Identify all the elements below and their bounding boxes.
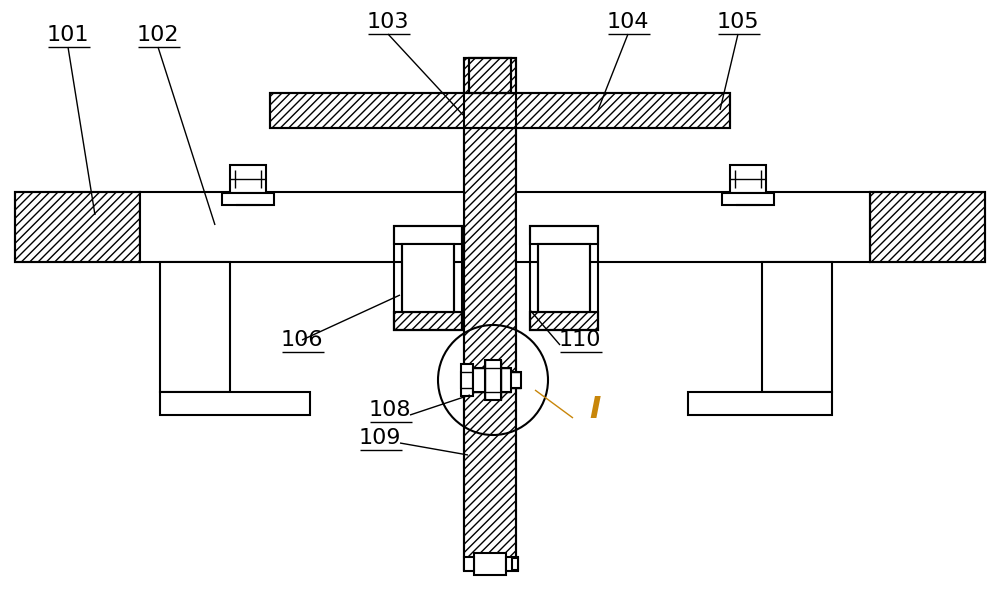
Bar	[473, 368, 511, 392]
Bar	[15, 192, 140, 262]
Bar	[461, 372, 521, 388]
Bar	[394, 312, 462, 330]
Text: 103: 103	[367, 12, 409, 32]
Bar	[270, 93, 730, 128]
Bar	[688, 392, 832, 415]
Text: 105: 105	[717, 12, 759, 32]
Bar	[722, 193, 774, 205]
Bar	[530, 226, 598, 330]
Bar	[870, 192, 985, 262]
Bar	[730, 165, 766, 193]
Text: 104: 104	[607, 12, 649, 32]
Bar	[538, 244, 590, 312]
Bar	[762, 262, 832, 392]
Bar	[469, 58, 511, 93]
Text: 110: 110	[559, 330, 601, 350]
Bar	[870, 192, 985, 262]
Bar	[530, 226, 598, 244]
Bar	[464, 58, 516, 570]
Bar	[394, 312, 462, 330]
Bar	[160, 262, 230, 392]
Text: 101: 101	[47, 25, 89, 45]
Bar	[230, 165, 266, 193]
Bar	[516, 192, 870, 262]
Text: 106: 106	[281, 330, 323, 350]
Text: 109: 109	[359, 428, 401, 448]
Bar	[530, 312, 598, 330]
Bar	[270, 93, 730, 128]
Bar	[474, 553, 506, 575]
Bar	[394, 226, 462, 244]
Bar	[15, 192, 140, 262]
Bar	[394, 226, 462, 330]
Text: I: I	[589, 395, 601, 424]
Bar	[469, 58, 511, 93]
Bar	[506, 557, 518, 571]
Bar	[222, 193, 274, 205]
Bar	[140, 192, 464, 262]
Bar	[512, 558, 518, 570]
Bar	[394, 226, 462, 244]
Text: 102: 102	[137, 25, 179, 45]
Bar	[464, 557, 474, 571]
Bar	[530, 312, 598, 330]
Text: 108: 108	[369, 400, 411, 420]
Bar	[485, 360, 501, 400]
Bar	[402, 244, 454, 312]
Bar	[530, 226, 598, 244]
Bar	[160, 392, 310, 415]
Bar	[464, 58, 516, 570]
Bar	[461, 364, 473, 396]
